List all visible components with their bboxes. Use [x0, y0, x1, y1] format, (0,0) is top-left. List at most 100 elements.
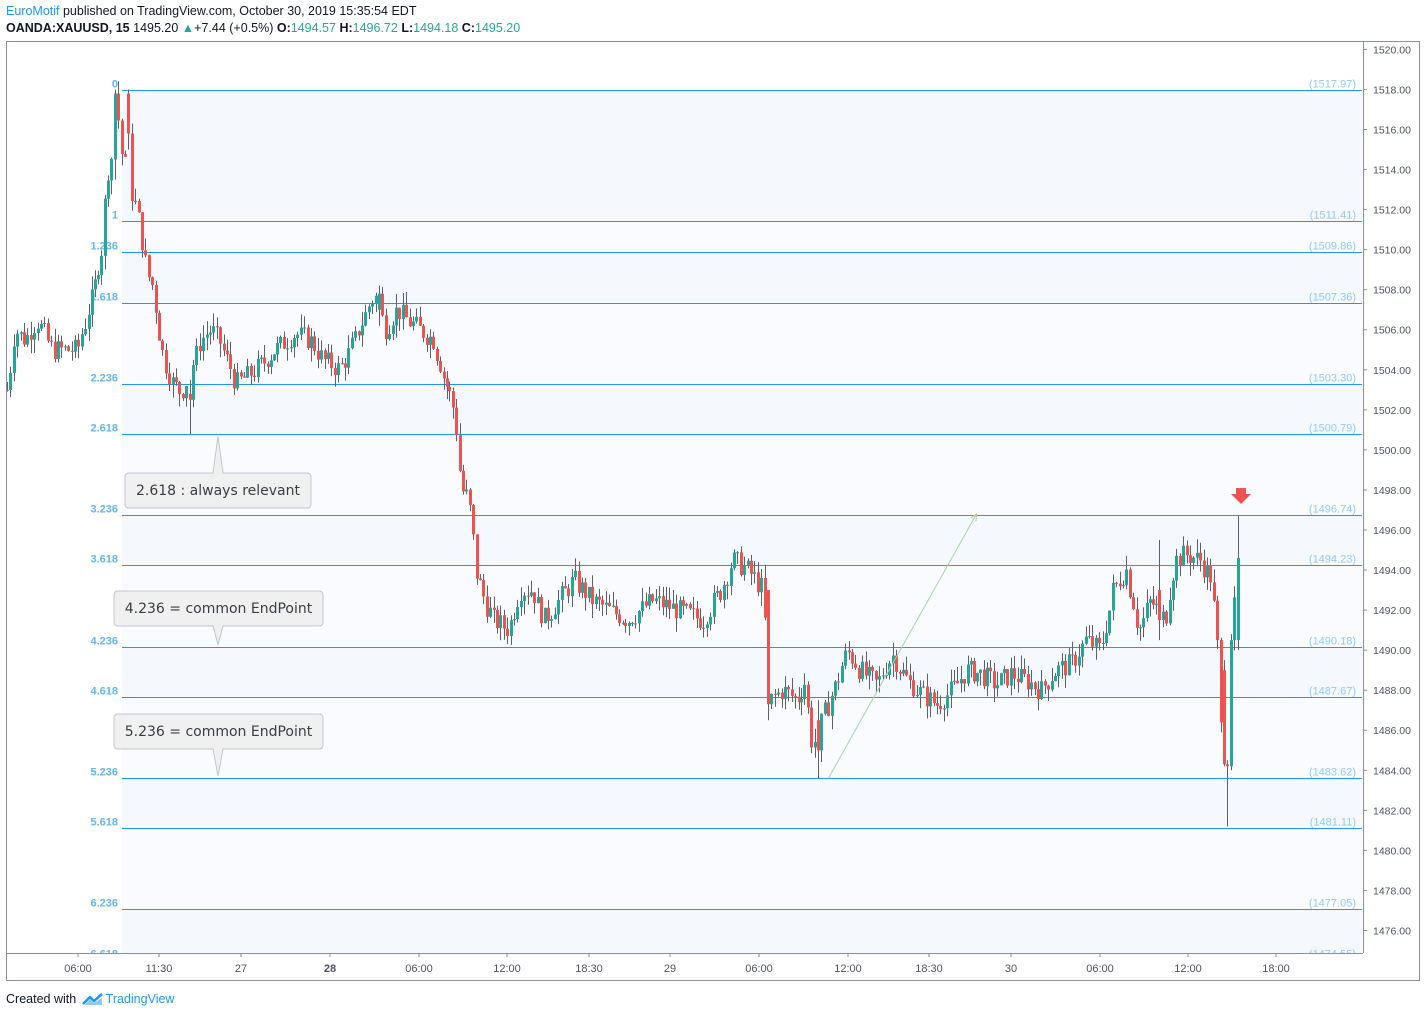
price-axis-label: 1504.00: [1373, 365, 1411, 377]
candle-body: [388, 334, 391, 340]
candle-body: [510, 620, 513, 637]
fib-price-label: (1507.36): [1309, 292, 1356, 304]
candle-body: [124, 154, 127, 157]
candle-body: [902, 669, 905, 674]
candle-body: [131, 133, 134, 201]
price-axis-label: 1520.00: [1373, 44, 1411, 56]
candle-body: [588, 586, 591, 598]
candle-body: [189, 393, 192, 400]
open-value: 1494.57: [290, 21, 336, 35]
low-value: 1494.18: [413, 21, 459, 35]
symbol-name[interactable]: OANDA:XAUUSD, 15: [6, 21, 130, 35]
candle-body: [446, 378, 449, 387]
candle-body: [320, 350, 323, 360]
fib-ratio-label: 1.618: [90, 292, 118, 304]
candle-body: [851, 652, 854, 664]
candle-body: [341, 363, 344, 365]
candle-body: [922, 686, 925, 688]
candle-body: [1172, 580, 1175, 600]
fib-band: [122, 252, 1362, 303]
candle-body: [443, 371, 446, 379]
candle-body: [1034, 682, 1037, 690]
candle-body: [702, 627, 705, 629]
candle-body: [1020, 668, 1023, 683]
candle-body: [841, 665, 844, 683]
candle-body: [791, 689, 794, 697]
fib-price-label: (1517.97): [1309, 79, 1356, 91]
candle-body: [1169, 599, 1172, 624]
candle-body: [523, 595, 526, 602]
callout-bubble: [113, 590, 324, 647]
candle-body: [347, 348, 350, 368]
candle-body: [899, 671, 902, 674]
candle-body: [482, 580, 485, 597]
candle-body: [1098, 637, 1101, 644]
candle-body: [1179, 555, 1182, 566]
time-axis-label: 12:00: [1174, 963, 1202, 975]
candle-body: [1132, 597, 1135, 610]
candle-body: [30, 335, 33, 340]
candle-body: [100, 255, 103, 276]
candle-body: [713, 592, 716, 617]
candle-body: [195, 345, 198, 366]
candle-body: [1112, 582, 1115, 611]
candle-body: [916, 694, 919, 697]
candle-body: [361, 325, 364, 336]
candle-body: [462, 470, 465, 492]
price-change: +7.44 (+0.5%): [194, 21, 274, 35]
callout-text: 5.236 = common EndPoint: [125, 724, 313, 740]
time-axis-label: 27: [235, 963, 247, 975]
candle-body: [638, 611, 641, 624]
candle-body: [1047, 685, 1050, 690]
candle-body: [1102, 643, 1105, 645]
candle-body: [33, 333, 36, 340]
candle-body: [327, 352, 330, 360]
candle-body: [1037, 689, 1040, 699]
candle-body: [750, 560, 753, 574]
candle-body: [1044, 681, 1047, 686]
price-axis-label: 1506.00: [1373, 325, 1411, 337]
candle-body: [608, 602, 611, 606]
candle-body: [723, 584, 726, 601]
fib-price-label: (1500.79): [1309, 423, 1356, 435]
candle-body: [1119, 583, 1122, 587]
candle-body: [1192, 557, 1195, 563]
price-axis-label: 1500.00: [1373, 445, 1411, 457]
fib-price-label: (1474.55): [1309, 949, 1356, 961]
candle-body: [452, 391, 455, 408]
candle-body: [64, 346, 67, 348]
candle-body: [564, 586, 567, 589]
candle-body: [344, 363, 347, 368]
callout-annotation: 2.618 : always relevant: [124, 436, 312, 509]
candle-body: [1142, 618, 1145, 628]
price-axis-label: 1480.00: [1373, 845, 1411, 857]
candle-body: [134, 200, 137, 202]
candle-body: [747, 560, 750, 566]
candle-body: [67, 346, 70, 351]
candle-body: [824, 702, 827, 714]
candle-body: [395, 307, 398, 326]
candle-body: [392, 325, 395, 335]
candle-body: [967, 664, 970, 684]
candle-body: [20, 332, 23, 334]
fib-band: [122, 90, 1362, 222]
candle-body: [16, 333, 19, 347]
candle-body: [581, 582, 584, 593]
close-label: C:: [461, 21, 475, 35]
candle-body: [1237, 558, 1240, 641]
candle-body: [243, 376, 246, 378]
candle-body: [1061, 660, 1064, 666]
candle-body: [148, 255, 151, 278]
fib-ratio-label: 5.236: [90, 767, 118, 779]
fib-price-label: (1511.41): [1310, 210, 1356, 222]
candle-body: [1030, 682, 1033, 690]
candle-body: [426, 337, 429, 345]
candle-body: [168, 373, 171, 385]
author-link[interactable]: EuroMotif: [6, 4, 60, 18]
tradingview-link[interactable]: TradingView: [105, 992, 175, 1006]
candle-body: [57, 341, 60, 360]
close-value: 1495.20: [475, 21, 521, 35]
fib-price-label: (1509.86): [1309, 241, 1356, 253]
fib-ratio-label: 1: [112, 210, 118, 222]
